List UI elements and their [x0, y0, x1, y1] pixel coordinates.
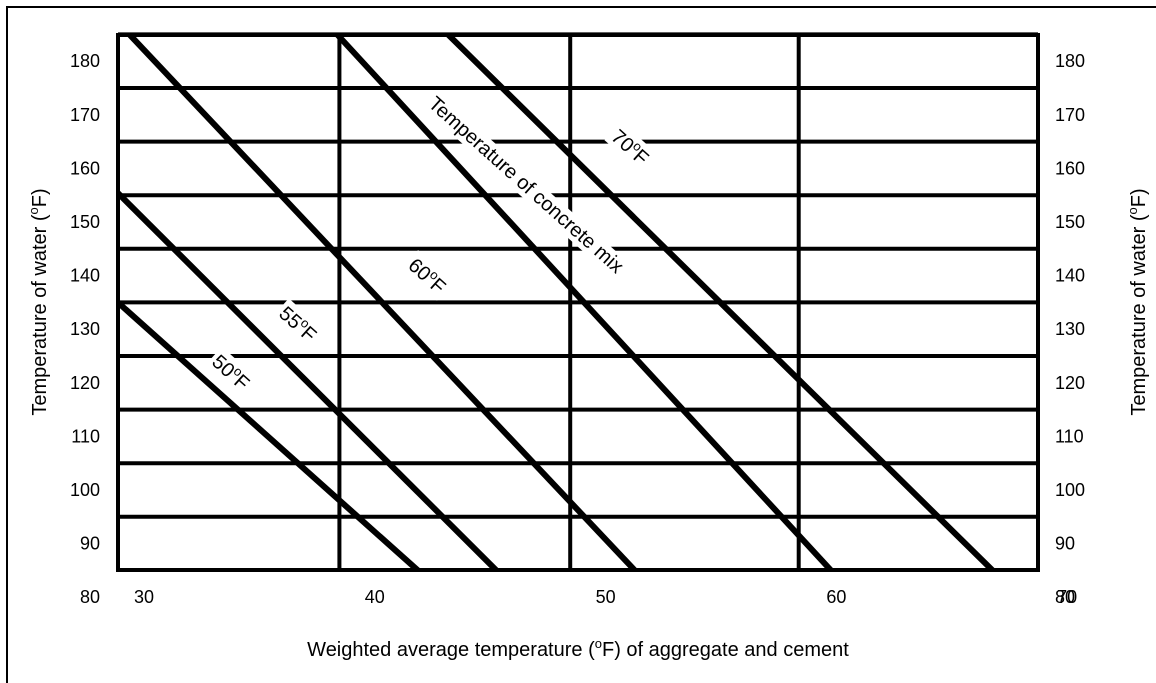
y-tick-label-left: 100	[70, 480, 100, 500]
series-lines	[118, 35, 995, 570]
y-tick-label-right: 110	[1055, 426, 1084, 446]
x-tick-label: 50	[596, 587, 616, 607]
series-annotation-background	[421, 90, 630, 280]
y-tick-label-left: 130	[70, 319, 100, 339]
series-line-60	[127, 35, 638, 570]
y-tick-label-right: 170	[1055, 105, 1085, 125]
y-tick-label-right: 160	[1055, 158, 1085, 178]
y-tick-label-left: 160	[70, 158, 100, 178]
curve-label-background	[401, 250, 454, 301]
curve-label-background	[272, 298, 325, 349]
y-tick-label-left: 110	[71, 426, 100, 446]
y-tick-label-right: 120	[1055, 373, 1085, 393]
grid	[116, 32, 1040, 572]
x-axis-title: Weighted average temperature (oF) of agg…	[307, 636, 849, 661]
y-tick-label-left: 180	[70, 51, 100, 71]
y-tick-label-right: 150	[1055, 212, 1085, 232]
y-tick-label-left: 120	[70, 373, 100, 393]
curve-label-background	[604, 121, 657, 172]
figure-frame	[6, 6, 1156, 683]
series-line-55	[118, 188, 499, 570]
y-tick-label-right: 100	[1055, 480, 1085, 500]
y-tick-label-left: 170	[70, 105, 100, 125]
y-tick-label-right: 180	[1055, 51, 1085, 71]
x-corner-label-left: 80	[80, 587, 100, 607]
y-tick-label-left: 150	[70, 212, 100, 232]
x-tick-label: 40	[365, 587, 385, 607]
y-tick-label-left: 90	[80, 534, 100, 554]
series-line-65	[334, 35, 834, 570]
series-line-70	[445, 35, 995, 570]
y-axis-title-left: Temperature of water (oF)	[26, 188, 51, 415]
x-corner-label-right: 80	[1055, 587, 1075, 607]
y-tick-label-left: 140	[70, 266, 100, 286]
y-tick-label-right: 140	[1055, 266, 1085, 286]
axis-titles: Weighted average temperature (oF) of agg…	[26, 188, 1150, 661]
tick-labels: 90 90 100 100 110 110 120 120 130 130 140 140 150 150…	[70, 51, 1085, 607]
y-axis-title-right: Temperature of water (oF)	[1125, 188, 1150, 415]
y-tick-label-right: 130	[1055, 319, 1085, 339]
x-tick-label: 70	[1057, 587, 1077, 607]
x-tick-label: 60	[826, 587, 846, 607]
x-tick-label: 30	[134, 587, 154, 607]
curve-label-background	[205, 346, 258, 398]
series-line-50	[118, 298, 420, 570]
y-tick-label-right: 90	[1055, 534, 1075, 554]
